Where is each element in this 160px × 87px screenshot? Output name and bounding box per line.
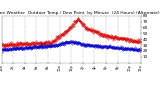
Title: Milwaukee Weather  Outdoor Temp / Dew Point  by Minute  (24 Hours) (Alternate): Milwaukee Weather Outdoor Temp / Dew Poi… bbox=[0, 11, 160, 15]
